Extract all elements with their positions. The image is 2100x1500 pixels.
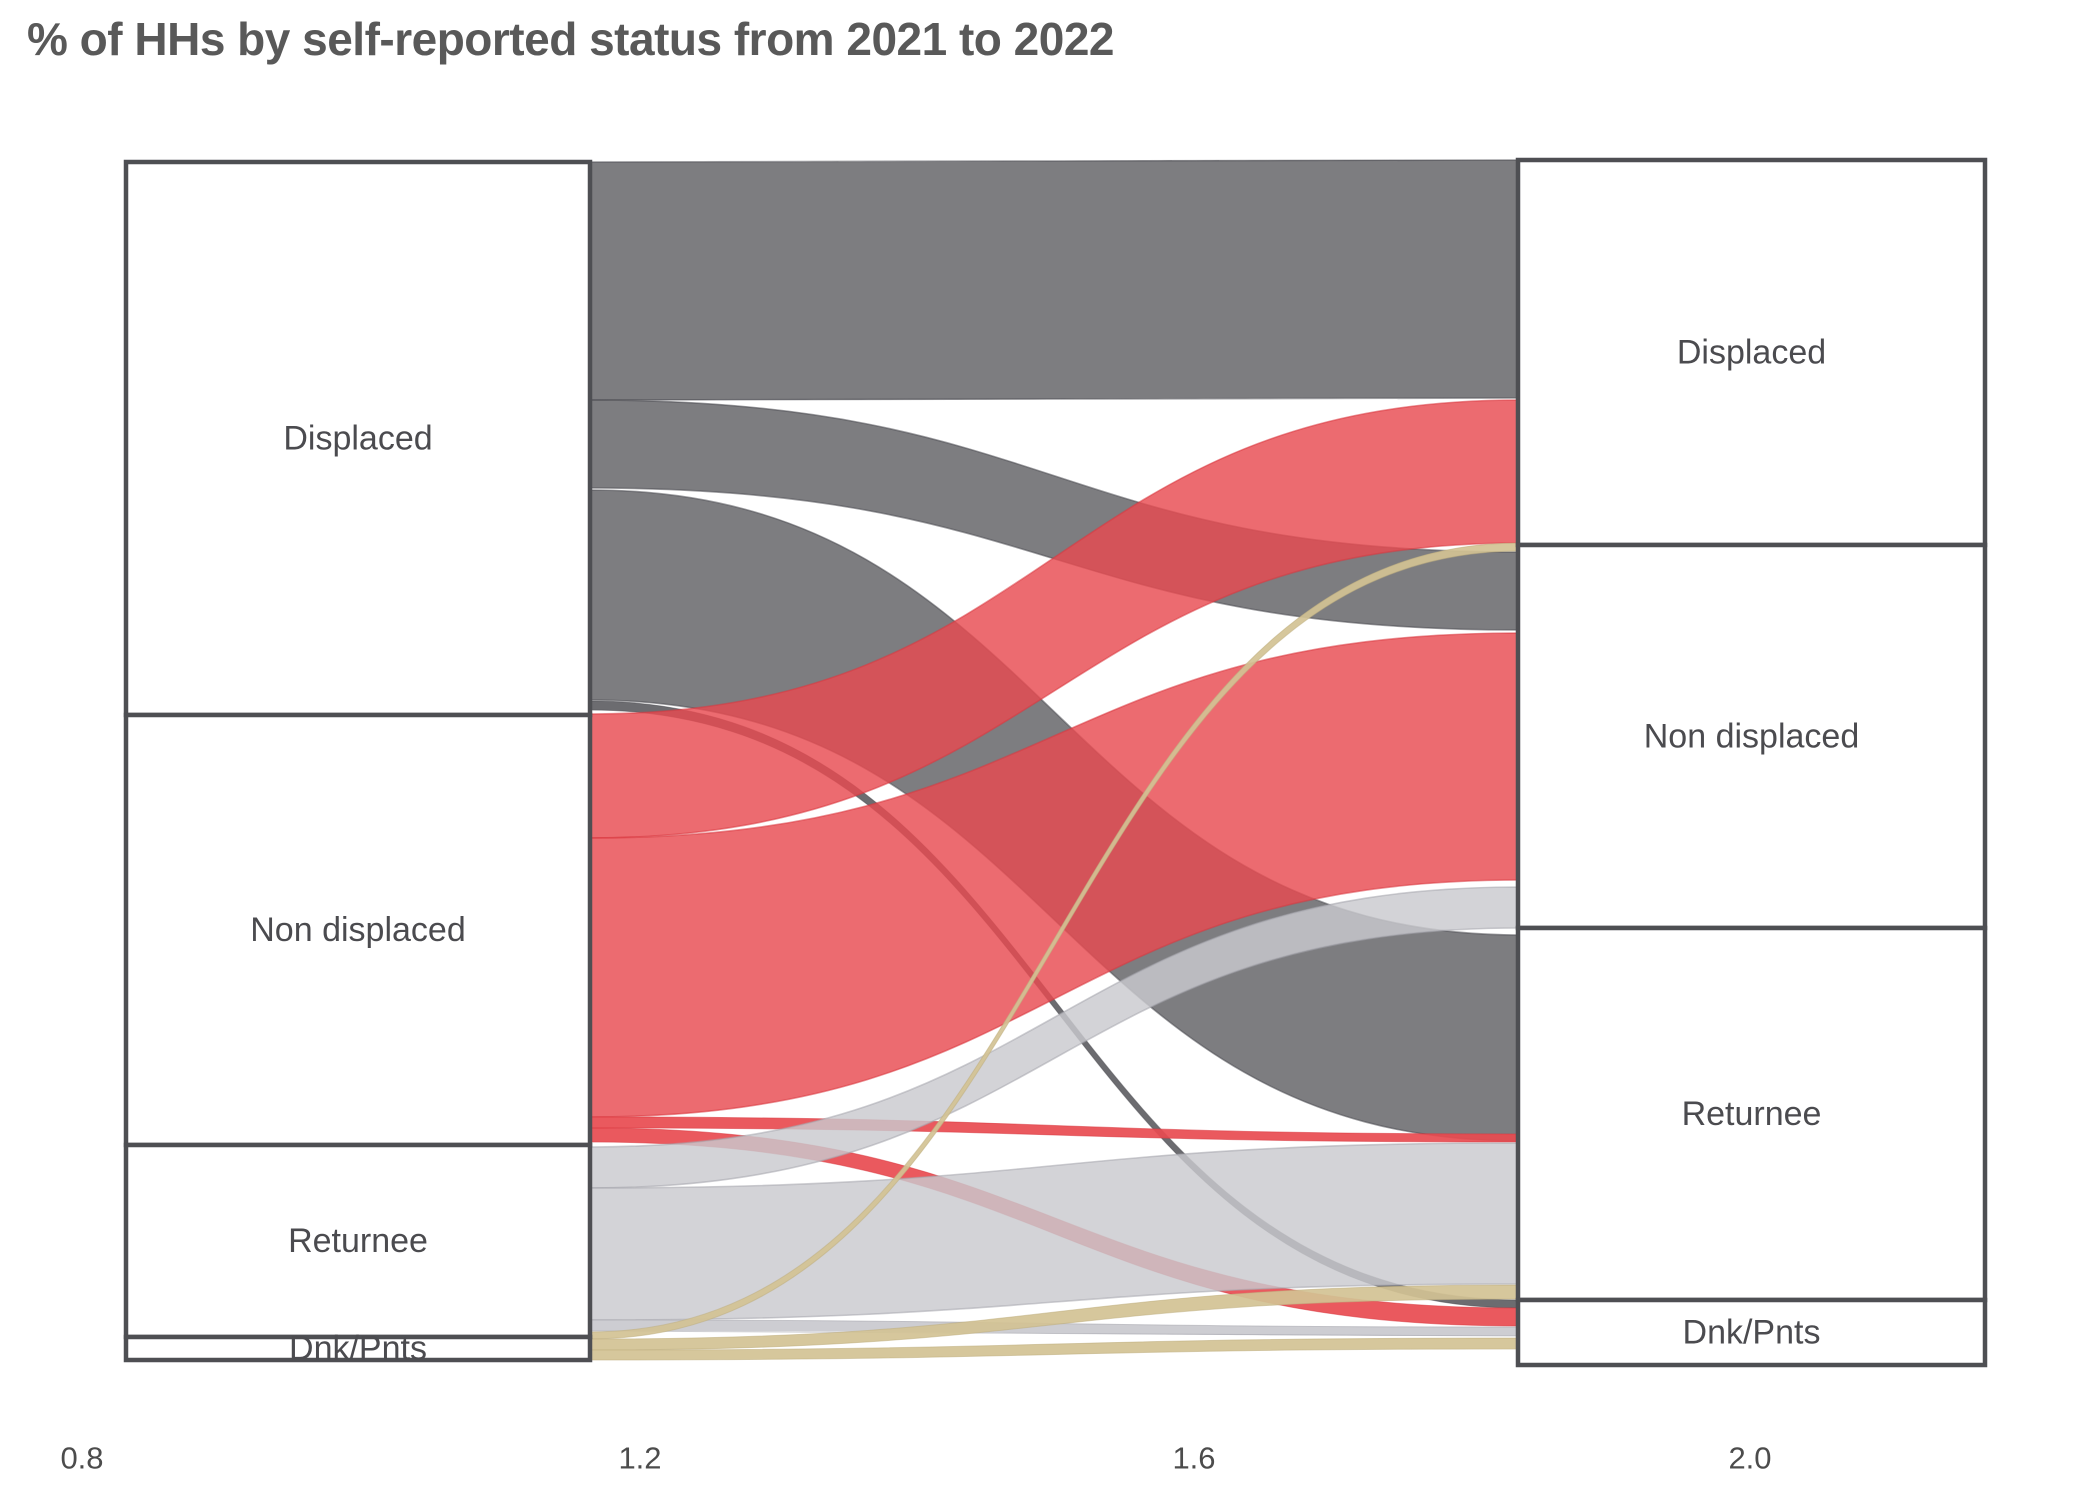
stratum-label-2021-displaced: Displaced — [283, 420, 432, 458]
stratum-2022-non-displaced — [1515, 542, 1988, 931]
stratum-label-2022-dnk-pnts: Dnk/Pnts — [1683, 1314, 1821, 1352]
strata-layer — [123, 157, 1988, 1368]
stratum-2021-non-displaced — [123, 712, 593, 1148]
stratum-label-2021-dnk-pnts: Dnk/Pnts — [289, 1330, 427, 1368]
stratum-2022-displaced — [1515, 157, 1988, 548]
stratum-2022-dnk-pnts — [1515, 1297, 1988, 1368]
stratum-label-2022-non-displaced: Non displaced — [1644, 718, 1859, 756]
flow-displaced-to-displaced — [589, 159, 1521, 401]
chart-title: % of HHs by self-reported status from 20… — [27, 13, 1114, 65]
x-tick-2.0: 2.0 — [1728, 1441, 1771, 1476]
stratum-label-2021-returnee: Returnee — [288, 1222, 428, 1260]
x-tick-1.2: 1.2 — [618, 1441, 661, 1476]
stratum-2021-displaced — [123, 159, 593, 718]
x-tick-1.6: 1.6 — [1172, 1441, 1215, 1476]
x-axis: 0.8 1.2 1.6 2.0 — [60, 1441, 1771, 1476]
stratum-label-2022-displaced: Displaced — [1677, 334, 1826, 372]
stratum-2021-returnee — [123, 1142, 593, 1340]
stratum-label-2021-non-displaced: Non displaced — [250, 911, 465, 949]
stratum-label-2022-returnee: Returnee — [1682, 1095, 1822, 1133]
flows-layer — [589, 159, 1521, 1361]
labels-layer: Displaced Non displaced Returnee Dnk/Pnts Di… — [250, 334, 1859, 1368]
stratum-2022-returnee — [1515, 925, 1988, 1303]
x-tick-0.8: 0.8 — [60, 1441, 103, 1476]
stratum-2021-dnk-pnts — [123, 1334, 593, 1363]
